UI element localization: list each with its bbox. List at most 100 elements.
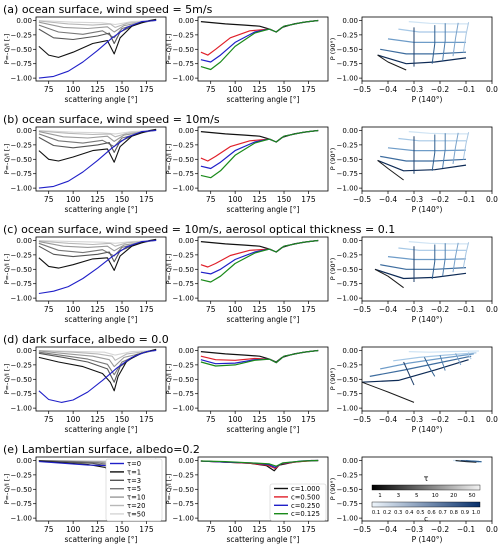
y-tick-label: −0.75	[11, 390, 32, 398]
left-panel-3: 75 100 125 150 175 −1.00 −0.75 −0.50 −0.25 0.00 sc…	[3, 346, 167, 434]
y-tick-label: 0.00	[178, 457, 194, 465]
x-tick-label: 100	[66, 525, 81, 534]
x-tick-label: 100	[228, 305, 243, 314]
series-line-middle	[200, 349, 319, 367]
y-axis-label: P=-Q/I [-]	[3, 474, 11, 505]
y-tick-label: −0.25	[173, 141, 194, 149]
y-axis-label: P=-Q/I [-]	[3, 34, 11, 65]
y-tick-label: −1.00	[11, 295, 32, 303]
x-tick-label: 100	[66, 195, 81, 204]
tau-isoline	[439, 354, 446, 371]
y-tick-label: 0.00	[178, 237, 194, 245]
right-panel-0: −0.5 −0.4 −0.3 −0.2 −0.1 0.0 −1.00 −0.75 −0.50 −0…	[329, 16, 498, 104]
tau-isoline	[462, 22, 470, 53]
x-tick-label: 100	[66, 85, 81, 94]
y-tick-label: −0.75	[11, 170, 32, 178]
x-axis-label: P (140°)	[412, 95, 443, 104]
tau-isoline	[361, 381, 415, 403]
series-line-middle	[200, 129, 319, 179]
y-tick-label: −0.50	[337, 266, 358, 274]
c-isoline	[380, 264, 467, 270]
tau-isoline	[452, 132, 459, 164]
y-tick-label: −0.25	[173, 31, 194, 39]
x-tick-label: 0.0	[486, 85, 498, 94]
x-tick-label: −0.2	[431, 85, 449, 94]
colorbar-c-tick: 0.3	[394, 510, 402, 516]
y-axis-label: P (90°)	[329, 368, 337, 391]
x-tick-label: 0.0	[486, 195, 498, 204]
colorbar-c	[371, 501, 481, 508]
x-tick-label: 0.0	[486, 415, 498, 424]
middle-panel-1: 75 100 125 150 175 −1.00 −0.75 −0.50 −0.25 0.00 sc…	[165, 126, 329, 214]
x-tick-label: 75	[206, 525, 216, 534]
x-tick-label: 150	[277, 195, 292, 204]
x-tick-label: −0.2	[431, 525, 449, 534]
x-axis-label: P (140°)	[412, 315, 443, 324]
legend-label: τ=0	[127, 460, 141, 468]
x-axis-label: scattering angle [°]	[227, 315, 300, 324]
x-axis-label: scattering angle [°]	[227, 205, 300, 214]
x-tick-label: −0.1	[457, 85, 475, 94]
x-tick-label: −0.2	[431, 305, 449, 314]
y-tick-label: −0.75	[173, 390, 194, 398]
y-tick-label: −0.25	[337, 471, 358, 479]
x-tick-label: 150	[277, 305, 292, 314]
row-title-e: (e) Lambertian surface, albedo=0.2	[3, 443, 200, 456]
c-isoline	[377, 54, 467, 65]
x-tick-label: −0.5	[353, 195, 371, 204]
x-tick-label: 125	[252, 415, 267, 424]
tau-isoline	[442, 243, 446, 277]
y-tick-label: 0.00	[16, 17, 32, 25]
colorbar-c-tick: 0.9	[461, 510, 469, 516]
x-tick-label: 75	[206, 415, 216, 424]
c-isoline	[408, 241, 469, 245]
x-tick-label: 150	[277, 525, 292, 534]
y-axis-label: P (90°)	[329, 38, 337, 61]
middle-panel-3: 75 100 125 150 175 −1.00 −0.75 −0.50 −0.25 0.00 sc…	[165, 346, 329, 434]
axes-frame	[361, 126, 493, 192]
x-tick-label: −0.5	[353, 525, 371, 534]
tau-isoline	[431, 25, 436, 64]
series-line-middle	[200, 239, 319, 275]
colorbar-c-tick: 0.5	[416, 510, 424, 516]
tau-isoline	[455, 460, 477, 463]
y-tick-label: −0.25	[11, 251, 32, 259]
colorbars: τ 1 3 5 10 20 50 0.1 0.2 0.3 0.4 0.5 0.6 0.7 0.8 0.9 1.0…	[371, 474, 481, 523]
c-isoline	[387, 147, 467, 152]
x-tick-label: −0.1	[457, 195, 475, 204]
x-tick-label: 75	[206, 85, 216, 94]
y-axis-label: P=-Q/I [-]	[165, 364, 173, 395]
tau-isoline	[431, 134, 436, 171]
x-tick-label: 100	[228, 525, 243, 534]
x-tick-label: 125	[90, 415, 105, 424]
y-tick-label: −1.00	[11, 185, 32, 193]
x-tick-label: 75	[44, 525, 54, 534]
y-tick-label: −0.25	[337, 361, 358, 369]
y-tick-label: −1.00	[173, 75, 194, 83]
x-tick-label: 175	[139, 415, 154, 424]
row-title-d: (d) dark surface, albedo = 0.0	[3, 333, 169, 346]
c-isoline	[387, 38, 466, 44]
y-tick-label: −0.50	[337, 46, 358, 54]
y-tick-label: −0.75	[11, 60, 32, 68]
tau-isoline	[423, 357, 436, 377]
x-axis-label: scattering angle [°]	[65, 425, 138, 434]
y-tick-label: −0.50	[173, 486, 194, 494]
x-tick-label: 75	[44, 305, 54, 314]
x-tick-label: 100	[66, 305, 81, 314]
middle-panel-2: 75 100 125 150 175 −1.00 −0.75 −0.50 −0.25 0.00 sc…	[165, 236, 329, 324]
y-tick-label: −0.25	[173, 471, 194, 479]
x-tick-label: 75	[44, 415, 54, 424]
x-tick-label: 0.0	[486, 525, 498, 534]
y-tick-label: −0.25	[11, 31, 32, 39]
x-tick-label: −0.3	[405, 415, 423, 424]
y-axis-label: P (90°)	[329, 148, 337, 171]
y-tick-label: −0.25	[337, 141, 358, 149]
left-panel-2: 75 100 125 150 175 −1.00 −0.75 −0.50 −0.25 0.00 sc…	[3, 236, 167, 324]
series-line-left	[38, 349, 157, 356]
x-tick-label: 150	[115, 305, 130, 314]
x-tick-label: 75	[44, 85, 54, 94]
x-tick-label: −0.2	[431, 195, 449, 204]
x-tick-label: 75	[206, 195, 216, 204]
